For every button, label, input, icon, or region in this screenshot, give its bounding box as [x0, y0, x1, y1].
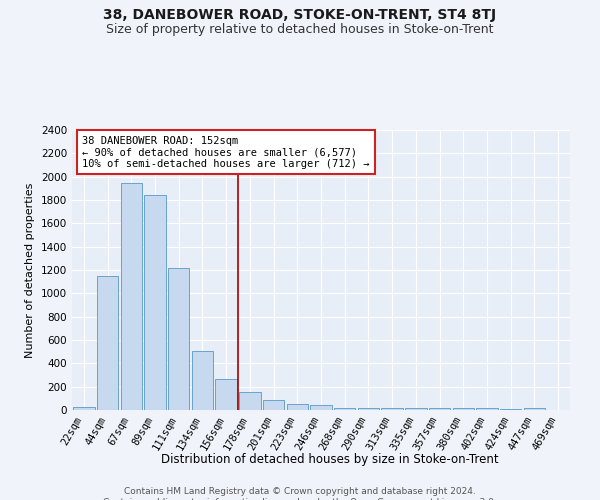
Bar [334, 408, 355, 410]
Text: Distribution of detached houses by size in Stoke-on-Trent: Distribution of detached houses by size … [161, 452, 499, 466]
Bar [287, 404, 308, 410]
Bar [239, 392, 260, 410]
Bar [358, 408, 379, 410]
Bar [429, 408, 450, 410]
Bar [476, 408, 497, 410]
Y-axis label: Number of detached properties: Number of detached properties [25, 182, 35, 358]
Bar [121, 182, 142, 410]
Bar [405, 408, 427, 410]
Bar [382, 408, 403, 410]
Bar [263, 400, 284, 410]
Bar [310, 406, 332, 410]
Bar [168, 268, 190, 410]
Text: 38 DANEBOWER ROAD: 152sqm
← 90% of detached houses are smaller (6,577)
10% of se: 38 DANEBOWER ROAD: 152sqm ← 90% of detac… [82, 136, 370, 169]
Bar [73, 406, 95, 410]
Bar [452, 408, 474, 410]
Bar [192, 350, 213, 410]
Text: 38, DANEBOWER ROAD, STOKE-ON-TRENT, ST4 8TJ: 38, DANEBOWER ROAD, STOKE-ON-TRENT, ST4 … [103, 8, 497, 22]
Bar [524, 408, 545, 410]
Text: Size of property relative to detached houses in Stoke-on-Trent: Size of property relative to detached ho… [106, 22, 494, 36]
Bar [215, 378, 237, 410]
Text: Contains HM Land Registry data © Crown copyright and database right 2024.
Contai: Contains HM Land Registry data © Crown c… [103, 488, 497, 500]
Bar [97, 276, 118, 410]
Bar [145, 196, 166, 410]
